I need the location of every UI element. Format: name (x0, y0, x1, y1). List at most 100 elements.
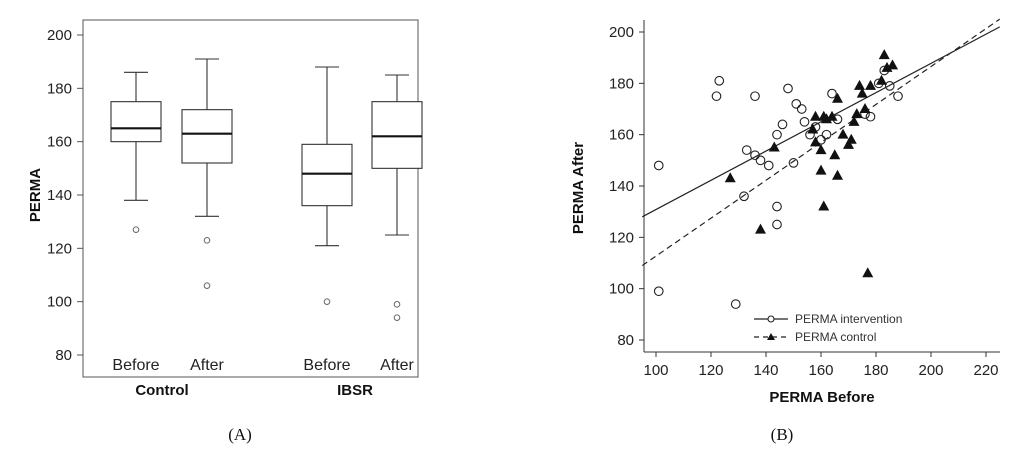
panel-label-b: (B) (771, 425, 794, 444)
box-ibsr-after (371, 74, 423, 321)
scatter-y-tick-label: 120 (609, 229, 634, 246)
box-y-tick-label: 120 (47, 240, 72, 257)
scatter-x-tick-label: 120 (698, 362, 723, 379)
intervention-point (791, 99, 802, 109)
scatter-y-tick-label: 200 (609, 24, 634, 41)
intervention-point (772, 129, 782, 140)
interquartile-box (301, 143, 353, 207)
intervention-point (730, 299, 741, 309)
intervention-point (750, 150, 760, 161)
legend-marker-intervention (767, 315, 775, 323)
scatter-y-tick-label: 160 (609, 127, 634, 144)
scatter-x-tick-label: 200 (918, 362, 943, 379)
group-label-control: Control (135, 382, 188, 399)
intervention-point (711, 91, 722, 102)
box-y-tick-label: 100 (47, 294, 72, 311)
scatter-y-tick-label: 100 (609, 281, 634, 298)
intervention-point (777, 119, 788, 130)
control-point (810, 136, 821, 147)
outlier-point (132, 226, 140, 233)
box-control-before (110, 71, 162, 233)
control-point (768, 141, 780, 152)
scatter-y-tick-label: 140 (609, 178, 634, 195)
outlier-point (393, 301, 401, 308)
intervention-point (755, 155, 766, 166)
scatter-y-axis-label: PERMA After (570, 142, 587, 234)
control-point (859, 103, 871, 113)
box-plot-boxes (110, 58, 423, 321)
fit-lines (641, 18, 1001, 267)
control-point (843, 138, 854, 149)
scatter-x-tick-label: 100 (643, 362, 668, 379)
scatter-x-tick-label: 220 (973, 362, 998, 379)
fit-line-control (641, 18, 1001, 267)
control-point (837, 128, 849, 139)
category-label: Before (112, 357, 159, 374)
intervention-point (865, 111, 876, 122)
control-point (854, 79, 865, 90)
outlier-point (203, 237, 211, 244)
control-point (845, 133, 857, 144)
control-point (865, 79, 876, 90)
intervention-point (714, 75, 725, 86)
scatter-y-tick-label: 80 (617, 332, 634, 349)
box-y-tick-label: 200 (47, 27, 72, 44)
control-point (815, 164, 827, 175)
category-label: After (380, 357, 414, 374)
box-plot-frame (82, 19, 419, 378)
intervention-point (741, 145, 752, 155)
control-point (815, 144, 827, 155)
control-point (851, 108, 863, 119)
scatter-y-tick-label: 180 (609, 75, 634, 92)
control-point (848, 115, 860, 126)
intervention-point (739, 191, 749, 202)
category-label: Before (303, 357, 350, 374)
scatter-x-tick-label: 180 (863, 362, 888, 379)
control-point (832, 92, 843, 103)
intervention-point (653, 160, 664, 171)
intervention-point (821, 129, 832, 140)
legend-label-control: PERMA control (795, 330, 876, 344)
control-point (821, 113, 832, 124)
scatter-points (653, 49, 903, 309)
control-point (876, 74, 887, 85)
box-control-after (181, 58, 233, 289)
control-point (755, 223, 766, 234)
intervention-point (796, 104, 807, 114)
intervention-point (788, 158, 799, 168)
interquartile-box (110, 101, 162, 143)
box-y-tick-label: 140 (47, 187, 72, 204)
outlier-point (393, 314, 401, 321)
scatter-plot-panel: 100 120 140 160 180 200 220 80 100 120 140 160 180 2… (570, 18, 1001, 444)
intervention-point (827, 88, 837, 99)
box-plot-y-axis-label: PERMA (27, 168, 44, 222)
intervention-point (772, 201, 782, 212)
scatter-y-axis: 80 100 120 140 160 180 200 (609, 24, 644, 349)
control-point (878, 49, 890, 60)
fit-line-intervention (641, 26, 1001, 218)
outlier-point (323, 298, 331, 305)
legend: PERMA intervention PERMA control (754, 312, 902, 344)
box-y-tick-label: 80 (55, 347, 72, 364)
panel-label-a: (A) (228, 425, 252, 444)
interquartile-box (371, 101, 423, 169)
intervention-point (783, 83, 793, 94)
control-point (881, 61, 893, 72)
outlier-point (203, 282, 211, 289)
intervention-point (750, 91, 760, 102)
control-point (818, 200, 830, 211)
box-y-tick-label: 160 (47, 134, 72, 151)
control-point (810, 110, 821, 121)
box-y-tick-label: 180 (47, 80, 72, 97)
control-point (887, 59, 898, 70)
legend-label-intervention: PERMA intervention (795, 312, 902, 326)
category-label: After (190, 357, 224, 374)
intervention-point (772, 219, 782, 230)
legend-marker-control (767, 333, 775, 340)
scatter-x-axis-label: PERMA Before (769, 389, 874, 406)
box-plot-category-labels: Before After Before After (112, 357, 414, 374)
intervention-point (893, 91, 903, 102)
scatter-x-axis: 100 120 140 160 180 200 220 (643, 352, 999, 379)
control-point (826, 110, 838, 121)
